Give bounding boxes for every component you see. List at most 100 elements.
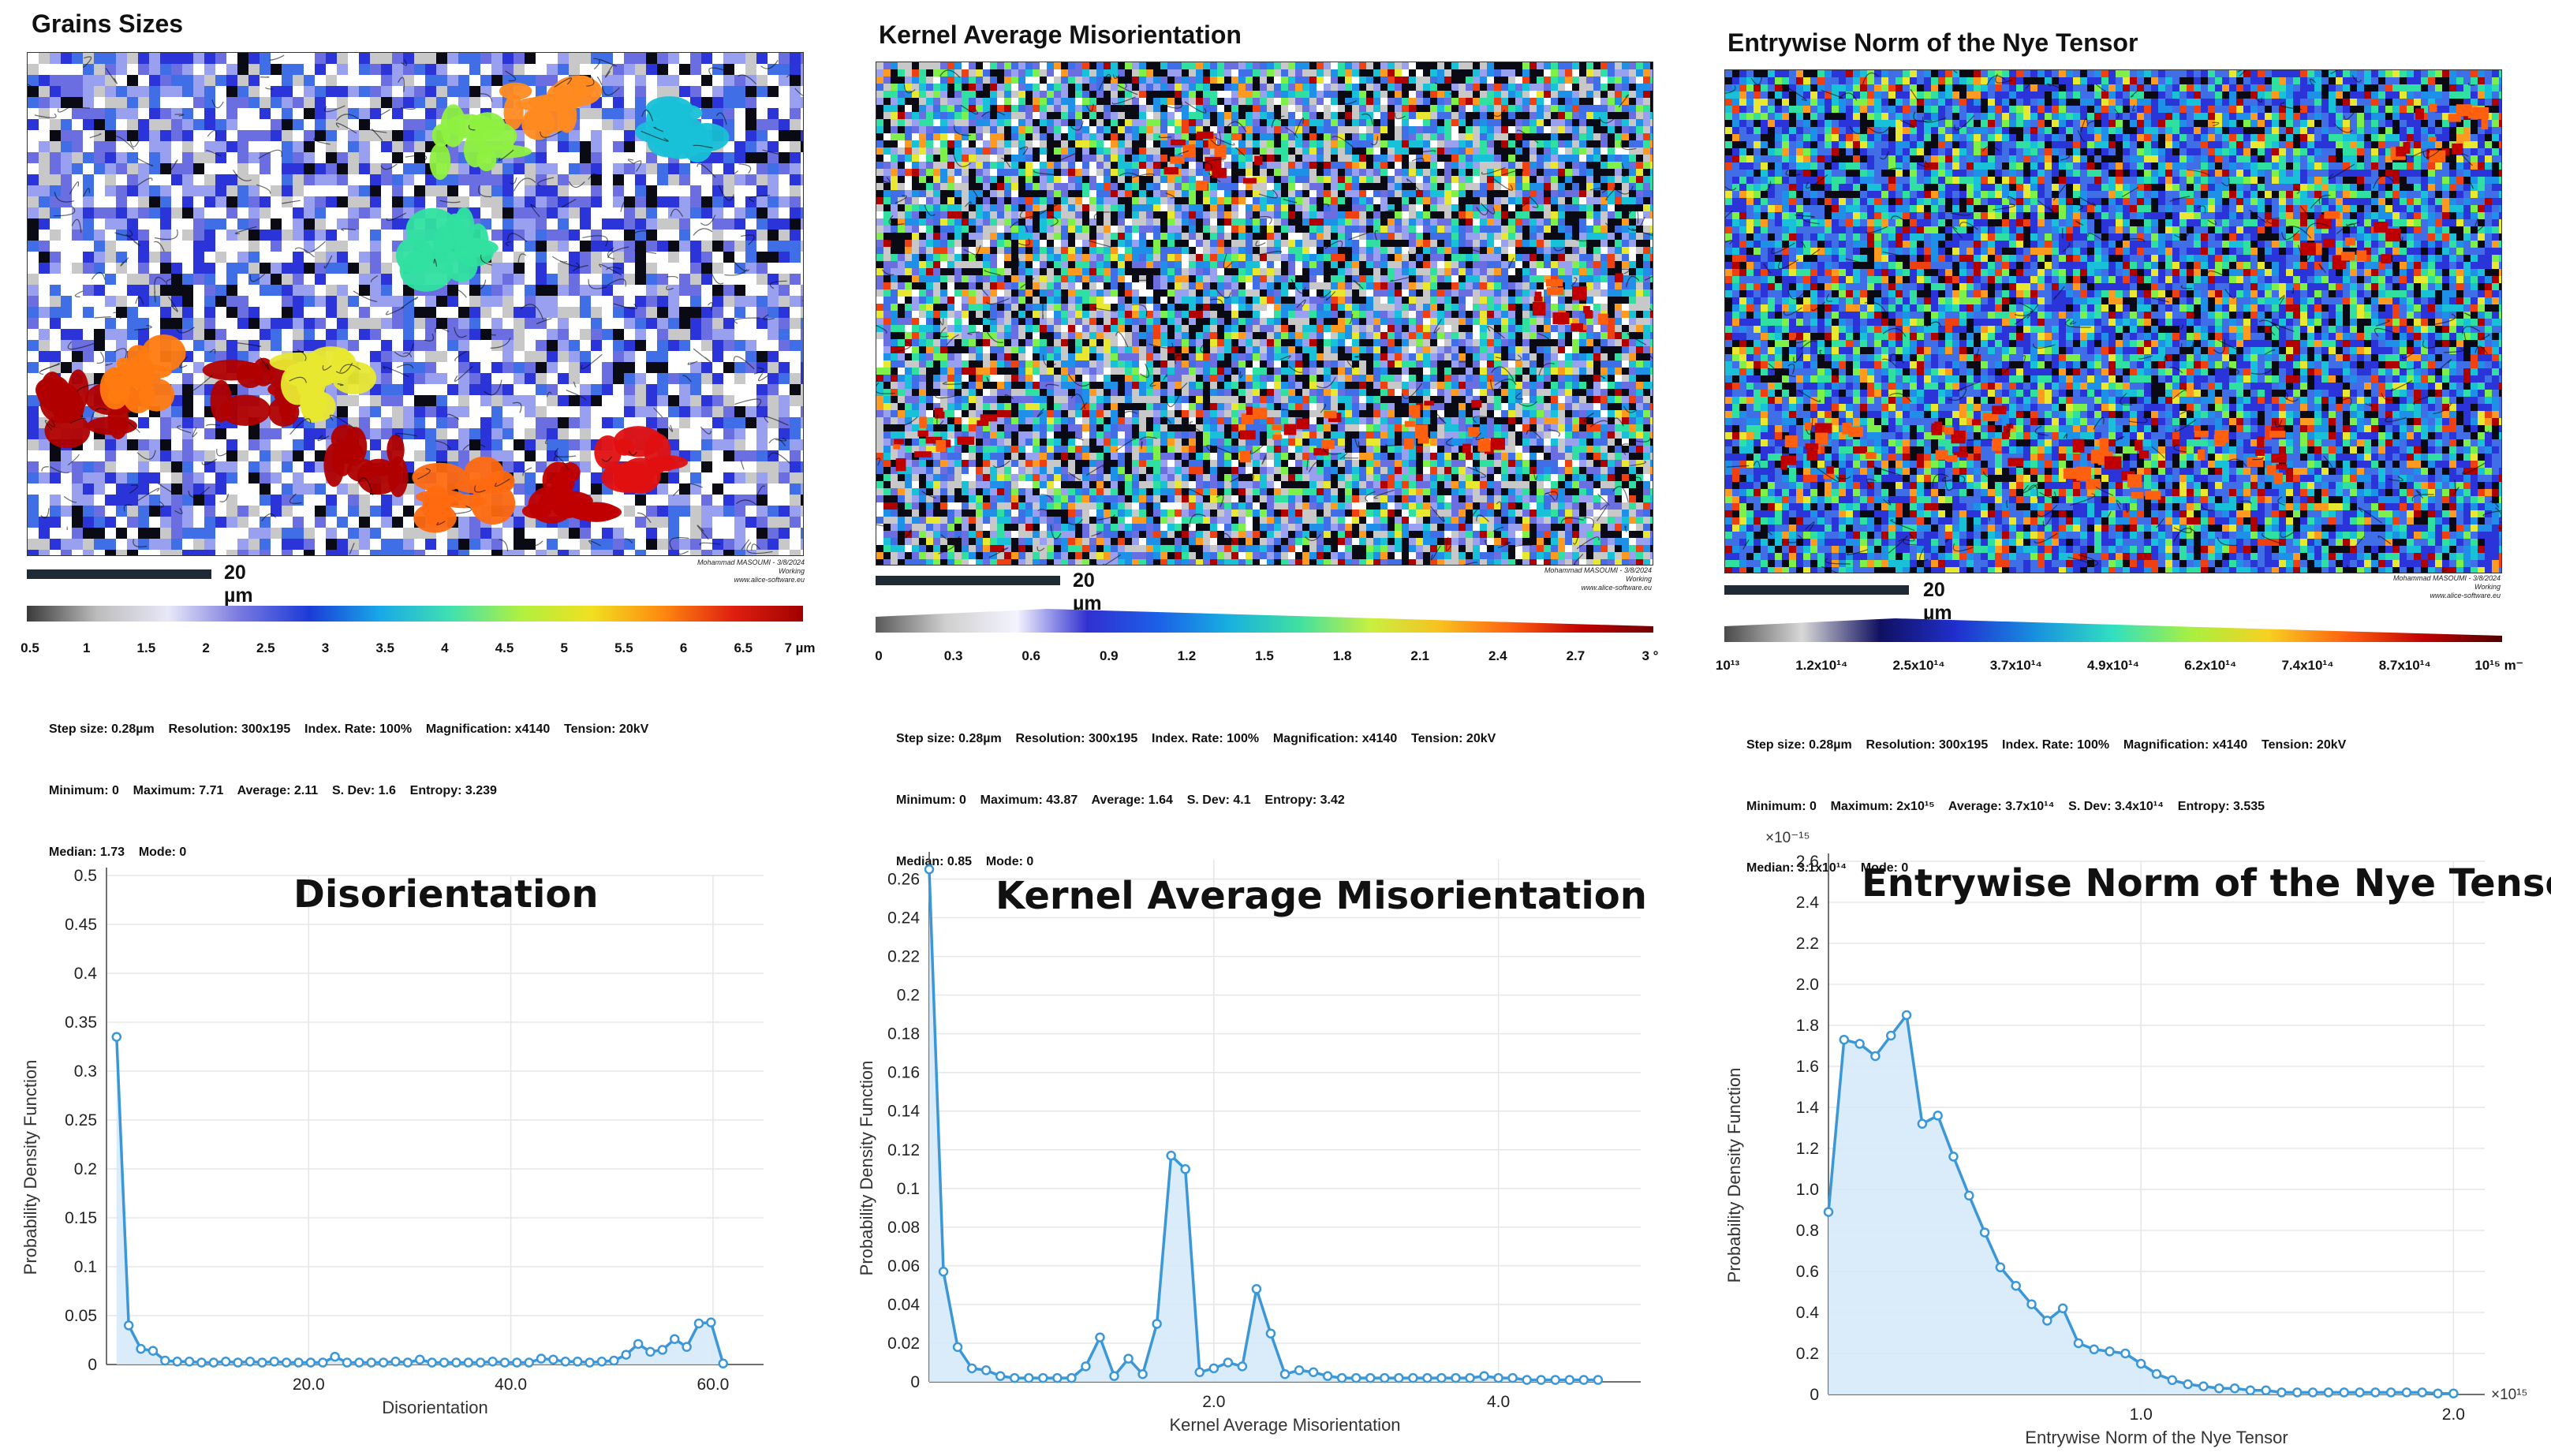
data-point[interactable] — [1281, 1370, 1289, 1378]
data-point[interactable] — [1451, 1374, 1459, 1382]
data-point[interactable] — [1566, 1376, 1574, 1384]
data-point[interactable] — [161, 1357, 169, 1365]
data-point[interactable] — [1918, 1120, 1926, 1128]
data-point[interactable] — [1053, 1374, 1061, 1382]
data-point[interactable] — [1437, 1374, 1445, 1382]
data-point[interactable] — [659, 1346, 667, 1353]
data-point[interactable] — [1338, 1374, 1346, 1382]
data-point[interactable] — [1380, 1374, 1388, 1382]
data-point[interactable] — [1324, 1372, 1332, 1380]
data-point[interactable] — [1580, 1376, 1588, 1384]
data-point[interactable] — [343, 1359, 351, 1367]
data-point[interactable] — [319, 1359, 327, 1367]
data-point[interactable] — [2387, 1388, 2395, 1396]
data-point[interactable] — [525, 1359, 533, 1367]
data-point[interactable] — [1210, 1365, 1218, 1372]
data-point[interactable] — [1856, 1040, 1864, 1047]
data-point[interactable] — [185, 1357, 193, 1365]
data-point[interactable] — [2403, 1388, 2411, 1396]
data-point[interactable] — [1481, 1372, 1488, 1380]
data-point[interactable] — [2075, 1339, 2082, 1347]
data-point[interactable] — [1934, 1111, 1942, 1119]
data-point[interactable] — [610, 1357, 618, 1365]
data-point[interactable] — [1039, 1374, 1047, 1382]
data-point[interactable] — [2106, 1347, 2114, 1355]
data-point[interactable] — [2309, 1388, 2317, 1396]
data-point[interactable] — [573, 1357, 581, 1365]
data-point[interactable] — [368, 1359, 375, 1367]
data-point[interactable] — [1825, 1208, 1832, 1216]
data-point[interactable] — [1965, 1192, 1973, 1200]
data-point[interactable] — [1509, 1374, 1517, 1382]
data-point[interactable] — [2199, 1383, 2207, 1391]
data-point[interactable] — [1295, 1366, 1303, 1374]
data-point[interactable] — [537, 1355, 545, 1363]
data-point[interactable] — [2293, 1388, 2301, 1396]
data-point[interactable] — [1352, 1374, 1360, 1382]
data-point[interactable] — [1903, 1011, 1910, 1019]
data-point[interactable] — [1167, 1152, 1175, 1159]
data-point[interactable] — [1153, 1320, 1161, 1327]
data-point[interactable] — [234, 1359, 242, 1367]
data-point[interactable] — [1096, 1334, 1104, 1342]
data-point[interactable] — [622, 1351, 630, 1359]
data-point[interactable] — [1537, 1376, 1545, 1384]
data-point[interactable] — [939, 1267, 947, 1275]
data-point[interactable] — [2090, 1346, 2098, 1353]
data-point[interactable] — [1466, 1374, 1474, 1382]
data-point[interactable] — [2059, 1305, 2067, 1312]
data-point[interactable] — [982, 1366, 990, 1374]
data-point[interactable] — [174, 1357, 181, 1365]
data-point[interactable] — [968, 1365, 976, 1372]
data-point[interactable] — [1081, 1362, 1089, 1370]
data-point[interactable] — [1182, 1165, 1190, 1173]
data-point[interactable] — [1552, 1376, 1559, 1384]
data-point[interactable] — [1409, 1374, 1417, 1382]
data-point[interactable] — [501, 1359, 509, 1367]
data-point[interactable] — [476, 1359, 484, 1367]
data-point[interactable] — [1111, 1372, 1119, 1380]
data-point[interactable] — [307, 1359, 315, 1367]
data-point[interactable] — [1253, 1285, 1261, 1293]
data-point[interactable] — [1523, 1376, 1531, 1384]
data-point[interactable] — [197, 1359, 205, 1367]
data-point[interactable] — [331, 1353, 339, 1361]
data-point[interactable] — [1139, 1370, 1147, 1378]
data-point[interactable] — [1395, 1374, 1402, 1382]
data-point[interactable] — [925, 865, 933, 873]
data-point[interactable] — [646, 1348, 654, 1356]
data-point[interactable] — [719, 1360, 727, 1368]
data-point[interactable] — [271, 1357, 278, 1365]
data-point[interactable] — [452, 1359, 460, 1367]
data-point[interactable] — [1010, 1374, 1018, 1382]
data-point[interactable] — [2449, 1390, 2457, 1398]
data-point[interactable] — [1423, 1374, 1431, 1382]
data-point[interactable] — [258, 1359, 266, 1367]
data-point[interactable] — [1871, 1052, 1879, 1060]
data-point[interactable] — [2121, 1350, 2129, 1357]
data-point[interactable] — [695, 1320, 703, 1327]
data-point[interactable] — [1981, 1229, 1989, 1237]
data-point[interactable] — [683, 1343, 691, 1351]
data-point[interactable] — [598, 1357, 606, 1365]
data-point[interactable] — [465, 1359, 472, 1367]
data-point[interactable] — [1840, 1036, 1848, 1043]
data-point[interactable] — [2434, 1390, 2442, 1398]
data-point[interactable] — [113, 1033, 121, 1041]
data-point[interactable] — [2356, 1388, 2364, 1396]
data-point[interactable] — [2043, 1316, 2051, 1324]
data-point[interactable] — [996, 1372, 1004, 1380]
data-point[interactable] — [707, 1319, 715, 1327]
data-point[interactable] — [2231, 1384, 2239, 1392]
data-point[interactable] — [125, 1321, 133, 1329]
data-point[interactable] — [1309, 1368, 1317, 1376]
data-point[interactable] — [392, 1357, 400, 1365]
data-point[interactable] — [2215, 1384, 2223, 1392]
data-point[interactable] — [489, 1357, 497, 1365]
data-point[interactable] — [2277, 1388, 2285, 1396]
data-point[interactable] — [246, 1357, 254, 1365]
data-point[interactable] — [2262, 1387, 2270, 1394]
data-point[interactable] — [1125, 1355, 1133, 1363]
data-point[interactable] — [379, 1359, 387, 1367]
data-point[interactable] — [1594, 1376, 1602, 1384]
